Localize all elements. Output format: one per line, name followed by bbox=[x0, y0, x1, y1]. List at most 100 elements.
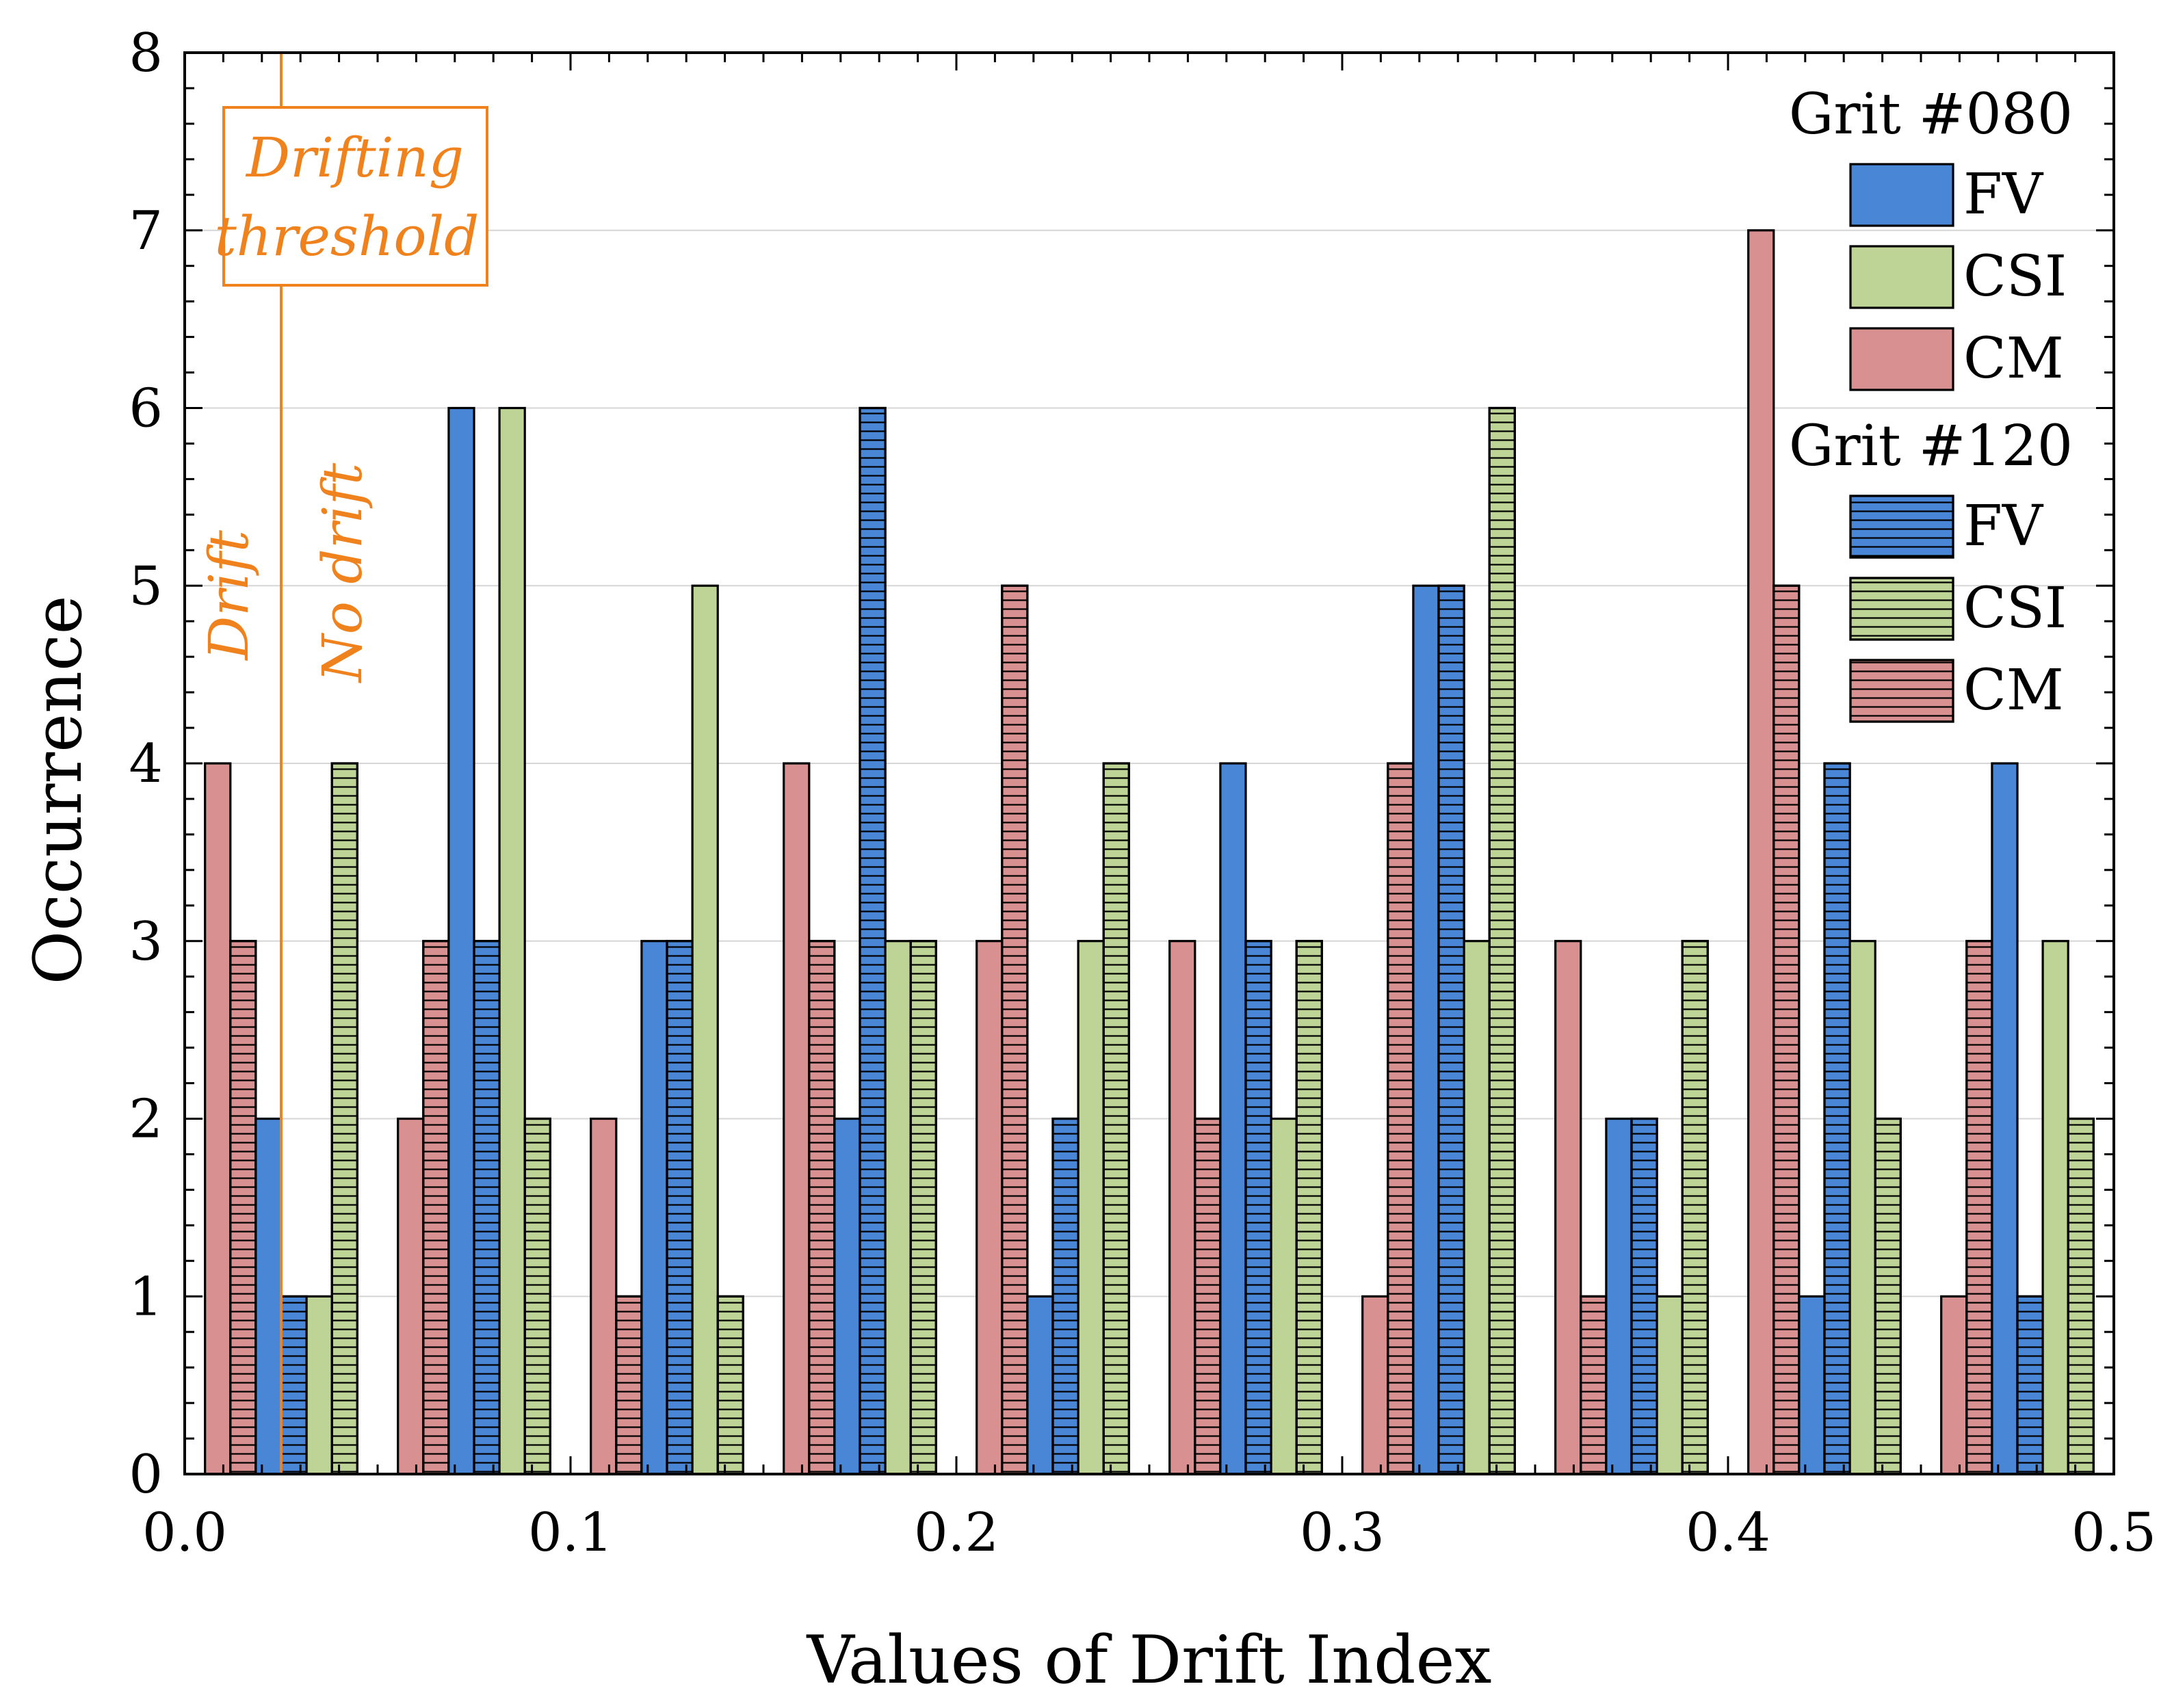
x-tick-label: 0.1 bbox=[528, 1502, 613, 1564]
bar-fv-hatched-pattern bbox=[1244, 940, 1272, 1475]
x-tick-label: 0.2 bbox=[914, 1502, 999, 1564]
y-tick-label: 5 bbox=[129, 555, 163, 617]
bar-csi-solid bbox=[691, 584, 719, 1475]
threshold-box-label: Drifting bbox=[245, 126, 464, 189]
legend-swatch-pattern bbox=[1849, 659, 1954, 723]
bar-fv-solid bbox=[1412, 584, 1440, 1475]
bar-cm-solid bbox=[590, 1117, 618, 1475]
bar-csi-hatched-pattern bbox=[909, 940, 937, 1475]
y-tick-label: 6 bbox=[129, 378, 163, 440]
bar-cm-solid bbox=[783, 762, 811, 1475]
bar-cm-hatched-pattern bbox=[1772, 584, 1801, 1475]
bar-csi-hatched-pattern bbox=[1681, 940, 1709, 1475]
y-tick-label: 3 bbox=[129, 911, 163, 973]
bar-csi-hatched-pattern bbox=[330, 762, 358, 1475]
drift-label: Drift bbox=[197, 529, 261, 661]
legend-swatch-fill bbox=[1849, 163, 1954, 227]
bar-csi-solid bbox=[1077, 940, 1105, 1475]
bar-fv-solid bbox=[1991, 762, 2019, 1475]
legend-swatch-fill bbox=[1849, 327, 1954, 391]
bar-fv-hatched-pattern bbox=[859, 406, 887, 1475]
bar-csi-solid bbox=[1848, 940, 1876, 1475]
legend-swatch-pattern bbox=[1849, 577, 1954, 641]
y-tick-label: 8 bbox=[129, 23, 163, 84]
legend-item-label: FV bbox=[1963, 494, 2044, 559]
bar-fv-hatched-pattern bbox=[1437, 584, 1465, 1475]
bar-csi-solid bbox=[2041, 940, 2069, 1475]
bar-cm-solid bbox=[1168, 940, 1196, 1475]
bar-cm-solid bbox=[1554, 940, 1582, 1475]
x-tick-label: 0.4 bbox=[1686, 1502, 1770, 1564]
legend-item-label: FV bbox=[1963, 162, 2044, 227]
legend-swatch-fv-solid bbox=[1849, 163, 1954, 227]
bar-fv-solid bbox=[447, 406, 475, 1475]
bar-csi-solid bbox=[305, 1295, 333, 1475]
bar-fv-solid bbox=[254, 1117, 283, 1475]
legend-swatch-fv-hatched bbox=[1849, 495, 1954, 559]
x-axis-title: Values of Drift Index bbox=[806, 1622, 1491, 1698]
legend-item-label: CSI bbox=[1963, 576, 2067, 641]
legend-group-title: Grit #080 bbox=[1789, 82, 2073, 147]
legend-item-label: CM bbox=[1963, 658, 2064, 723]
bar-fv-solid bbox=[1219, 762, 1247, 1475]
bar-cm-hatched-pattern bbox=[808, 940, 836, 1475]
no-drift-label: No drift bbox=[311, 462, 374, 683]
bar-cm-hatched-pattern bbox=[1001, 584, 1029, 1475]
bar-csi-solid bbox=[498, 406, 526, 1475]
legend: Grit #080 FV CSI CM Grit #120 FV CSI CM bbox=[1789, 82, 2073, 723]
bar-cm-hatched-pattern bbox=[1194, 1117, 1222, 1475]
bar-cm-hatched-pattern bbox=[615, 1295, 643, 1475]
bar-fv-hatched-pattern bbox=[473, 940, 501, 1475]
bar-csi-hatched-pattern bbox=[716, 1295, 744, 1475]
bar-csi-hatched-pattern bbox=[523, 1117, 551, 1475]
threshold-annotation: Drifting threshold Drift No drift bbox=[197, 53, 488, 1474]
y-tick-label: 1 bbox=[129, 1266, 163, 1328]
y-tick-label: 7 bbox=[129, 200, 163, 262]
x-tick-label: 0.5 bbox=[2071, 1502, 2156, 1564]
bar-fv-solid bbox=[1798, 1295, 1826, 1475]
legend-swatch-csi-solid bbox=[1849, 245, 1954, 309]
bar-fv-hatched-pattern bbox=[280, 1295, 308, 1475]
legend-swatch-pattern bbox=[1849, 495, 1954, 559]
y-axis-title: Occurrence bbox=[20, 595, 96, 984]
legend-swatch-csi-hatched bbox=[1849, 577, 1954, 641]
bar-csi-hatched-pattern bbox=[1874, 1117, 1902, 1475]
y-tick-label: 0 bbox=[129, 1444, 163, 1506]
x-tick-label: 0.3 bbox=[1300, 1502, 1385, 1564]
y-tick-label: 4 bbox=[129, 733, 163, 795]
bar-cm-hatched-pattern bbox=[229, 940, 257, 1475]
legend-swatch-fill bbox=[1849, 245, 1954, 309]
bar-cm-solid bbox=[1940, 1295, 1968, 1475]
threshold-box-label: threshold bbox=[215, 205, 480, 268]
bar-cm-hatched-pattern bbox=[422, 940, 450, 1475]
bar-cm-solid bbox=[397, 1117, 425, 1475]
bar-fv-hatched-pattern bbox=[1051, 1117, 1080, 1475]
bar-fv-hatched-pattern bbox=[2016, 1295, 2044, 1475]
bar-fv-hatched-pattern bbox=[666, 940, 694, 1475]
y-tick-label: 2 bbox=[129, 1089, 163, 1151]
bar-cm-solid bbox=[1747, 229, 1775, 1475]
bar-csi-hatched-pattern bbox=[1295, 940, 1323, 1475]
bar-csi-solid bbox=[1270, 1117, 1298, 1475]
bar-cm-solid bbox=[976, 940, 1004, 1475]
bar-cm-hatched-pattern bbox=[1965, 940, 1993, 1475]
legend-item-label: CM bbox=[1963, 326, 2064, 391]
bar-fv-hatched-pattern bbox=[1823, 762, 1851, 1475]
threshold-box bbox=[222, 106, 488, 287]
bar-fv-solid bbox=[1605, 1117, 1633, 1475]
bar-csi-solid bbox=[884, 940, 912, 1475]
bar-csi-hatched-pattern bbox=[1102, 762, 1130, 1475]
legend-swatch-cm-hatched bbox=[1849, 659, 1954, 723]
bar-csi-hatched-pattern bbox=[2067, 1117, 2095, 1475]
bar-fv-solid bbox=[640, 940, 668, 1475]
x-tick-label: 0.0 bbox=[142, 1502, 227, 1564]
bar-fv-solid bbox=[1026, 1295, 1054, 1475]
bar-csi-solid bbox=[1463, 940, 1491, 1475]
legend-swatch-cm-solid bbox=[1849, 327, 1954, 391]
bar-cm-hatched-pattern bbox=[1580, 1295, 1608, 1475]
bar-csi-solid bbox=[1656, 1295, 1684, 1475]
bar-fv-solid bbox=[833, 1117, 861, 1475]
bar-cm-solid bbox=[204, 762, 232, 1475]
